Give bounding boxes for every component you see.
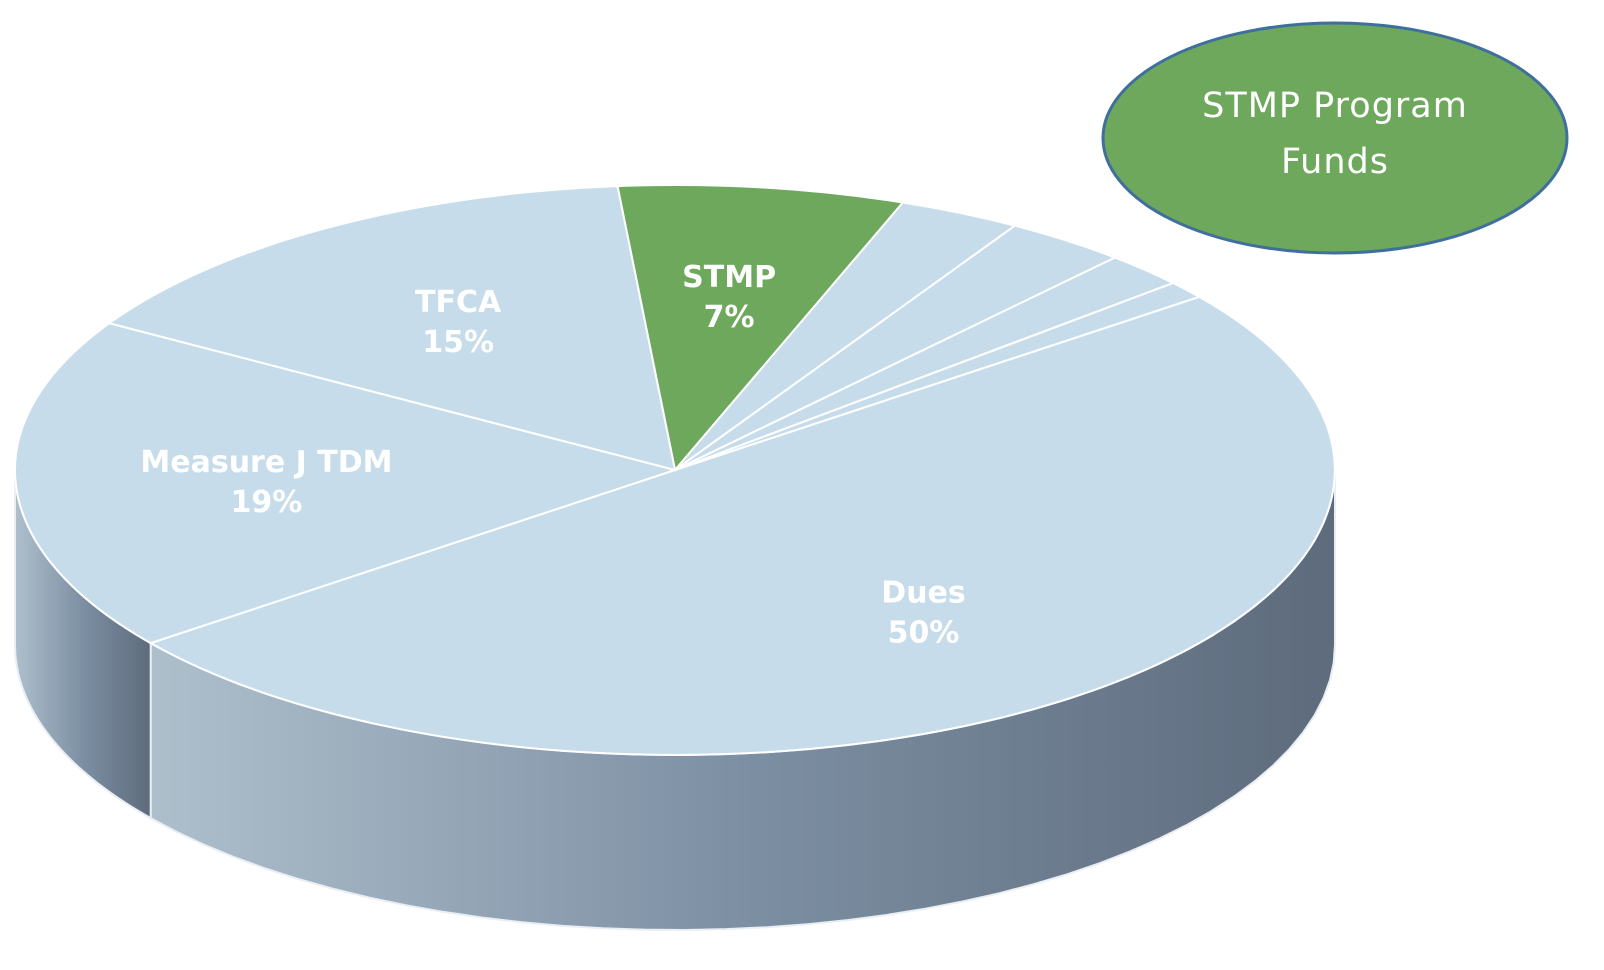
pie-labels: STMP 7% Dues 50% Measure J TDM 19% TFCA 15% xyxy=(140,260,965,651)
slice-label: Dues 50% xyxy=(881,575,965,650)
slice-value: 50% xyxy=(888,615,960,650)
slice-label: STMP 7% xyxy=(682,260,776,335)
slice xyxy=(14,322,679,645)
slice-name: STMP xyxy=(682,260,776,295)
annotation: STMP Program Funds xyxy=(1202,86,1468,182)
slice-value: 15% xyxy=(422,325,494,360)
slice-name: Dues xyxy=(881,575,965,610)
slice xyxy=(148,295,1336,756)
slice xyxy=(616,184,905,473)
slice-name: Measure J TDM xyxy=(140,445,392,480)
pie-tops xyxy=(14,184,1336,756)
slice-label: TFCA 15% xyxy=(415,285,502,360)
annotation-shape xyxy=(1101,21,1569,255)
slice-value: 7% xyxy=(704,300,755,335)
slice-value: 19% xyxy=(231,485,303,520)
slice xyxy=(106,185,677,472)
slice-name: TFCA xyxy=(415,285,502,320)
slice-label: Measure J TDM 19% xyxy=(140,445,392,520)
